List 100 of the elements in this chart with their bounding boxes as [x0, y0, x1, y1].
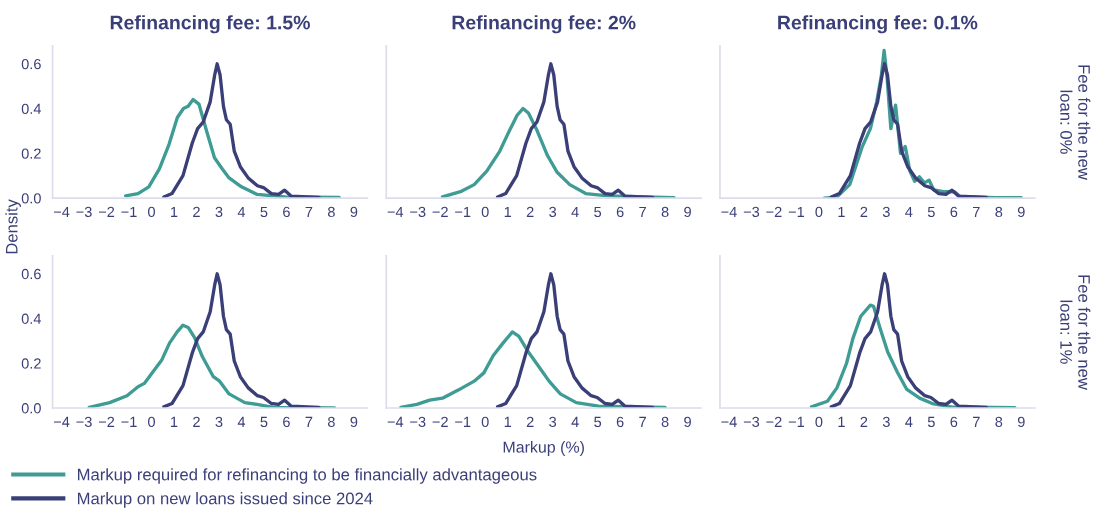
x-tick-label: 2: [526, 416, 534, 427]
x-tick-label: 9: [684, 416, 691, 428]
x-tick-label: −3: [410, 206, 426, 218]
x-tick-label: 9: [350, 206, 358, 218]
x-tick-label: 3: [882, 416, 890, 428]
x-tick-label: 4: [905, 206, 913, 217]
x-tick-label: 5: [260, 206, 268, 218]
x-tick-label: 4: [237, 416, 246, 427]
x-tick-label: 5: [260, 416, 268, 428]
x-tick-label: 7: [973, 416, 980, 427]
y-axis-title: Density: [5, 199, 21, 254]
x-tick-label: 1: [838, 206, 845, 217]
x-tick-label: 6: [616, 206, 624, 218]
x-tick-label: 7: [305, 416, 313, 427]
x-tick-label: −1: [455, 206, 471, 217]
x-tick-label: 9: [1017, 206, 1025, 218]
x-tick-label: −2: [98, 416, 115, 427]
y-tick-label: 0.6: [21, 268, 41, 280]
x-tick-label: −2: [432, 206, 448, 217]
x-axis-title: Markup (%): [503, 441, 584, 456]
x-tick-label: −2: [432, 416, 448, 427]
x-tick-label: −1: [788, 416, 805, 427]
x-tick-label: −3: [76, 416, 92, 428]
x-tick-label: 6: [950, 206, 958, 218]
y-tick-label: 0.0: [21, 403, 41, 414]
x-tick-label: −2: [98, 206, 115, 217]
x-tick-label: 2: [526, 206, 534, 217]
y-tick-label: 0.4: [21, 103, 42, 114]
x-tick-label: −4: [387, 416, 404, 427]
x-tick-label: −4: [53, 206, 70, 217]
x-tick-label: 5: [594, 206, 602, 218]
x-tick-label: 8: [995, 416, 1003, 428]
chart-title: Refinancing fee: 2%: [452, 15, 636, 34]
x-tick-label: −4: [721, 416, 737, 427]
x-tick-label: −3: [76, 206, 92, 218]
x-tick-label: 0: [148, 206, 155, 218]
x-tick-label: 7: [305, 206, 313, 217]
x-tick-label: −2: [766, 206, 782, 217]
x-tick-label: 9: [350, 416, 358, 428]
x-tick-label: 3: [882, 206, 890, 218]
x-tick-label: 1: [504, 416, 512, 427]
x-tick-label: 3: [215, 416, 223, 428]
x-tick-label: 1: [171, 206, 178, 217]
x-tick-label: 8: [327, 206, 335, 218]
y2-axis-title: Fee for the new loan: 1%: [1060, 275, 1091, 390]
x-tick-label: 5: [927, 206, 935, 218]
line-series: [87, 323, 337, 408]
x-tick-label: 1: [838, 416, 845, 427]
y-tick-label: 0.2: [21, 148, 41, 159]
x-tick-label: 6: [950, 416, 958, 428]
x-tick-label: 1: [171, 416, 178, 427]
x-tick-label: 7: [639, 416, 646, 427]
x-tick-label: 4: [905, 416, 913, 427]
x-tick-label: 2: [193, 206, 200, 217]
y-tick-label: 0.0: [21, 193, 41, 204]
chart-title: Refinancing fee: 0.1%: [778, 15, 978, 34]
x-tick-label: 5: [594, 416, 602, 428]
x-tick-label: 2: [860, 206, 868, 217]
x-tick-label: 1: [504, 206, 512, 217]
y-tick-label: 0.6: [21, 58, 41, 70]
x-tick-label: 2: [860, 416, 868, 427]
x-tick-label: −1: [788, 206, 805, 217]
x-tick-label: 8: [327, 416, 335, 428]
x-tick-label: 0: [815, 206, 823, 218]
x-tick-label: 3: [549, 416, 557, 428]
x-tick-label: 7: [973, 206, 980, 217]
x-tick-label: 3: [549, 206, 557, 218]
x-tick-label: 0: [481, 416, 489, 428]
y-tick-label: 0.2: [21, 358, 41, 369]
x-tick-label: −2: [766, 416, 782, 427]
x-tick-label: 9: [684, 206, 691, 218]
legend-label: Markup on new loans issued since 2024: [77, 492, 373, 508]
x-tick-label: 9: [1017, 416, 1025, 428]
x-tick-label: 0: [815, 416, 823, 428]
x-tick-label: 0: [148, 416, 155, 428]
x-tick-label: −1: [455, 416, 471, 427]
x-tick-label: −1: [121, 206, 137, 217]
x-tick-label: 0: [481, 206, 489, 218]
line-series: [123, 97, 341, 199]
x-tick-label: 8: [661, 206, 669, 218]
line-series: [162, 62, 321, 199]
x-tick-label: 6: [616, 416, 624, 428]
x-tick-label: 5: [927, 416, 935, 428]
x-tick-label: −4: [387, 206, 404, 217]
line-series: [162, 272, 321, 408]
x-tick-label: 8: [661, 416, 669, 428]
chart-title: Refinancing fee: 1.5%: [110, 15, 310, 34]
x-tick-label: 6: [283, 416, 290, 428]
x-tick-label: −4: [53, 416, 70, 427]
x-tick-label: 2: [193, 416, 200, 427]
x-tick-label: −3: [743, 206, 760, 218]
y-tick-label: 0.4: [21, 313, 42, 324]
x-tick-label: 4: [571, 206, 579, 217]
x-tick-label: −1: [121, 416, 137, 427]
x-tick-label: 8: [995, 206, 1003, 218]
x-tick-label: 4: [237, 206, 246, 217]
x-tick-label: 7: [639, 206, 646, 217]
x-tick-label: −3: [743, 416, 760, 428]
legend-label: Markup required for refinancing to be financially advantageous: [77, 468, 537, 484]
y2-axis-title: Fee for the new loan: 0%: [1060, 65, 1091, 180]
